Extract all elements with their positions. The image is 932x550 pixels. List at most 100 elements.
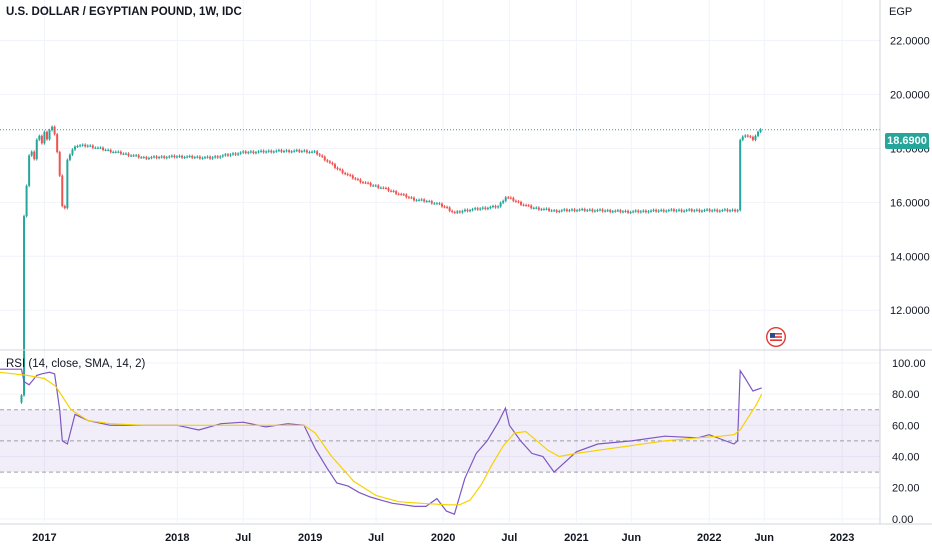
- candle-body: [749, 136, 752, 138]
- candle-body: [716, 209, 719, 212]
- candle-body: [153, 156, 156, 158]
- candle-body: [632, 211, 635, 213]
- x-tick-label: 2018: [165, 532, 189, 544]
- candle-body: [693, 210, 696, 212]
- candle-body: [390, 190, 393, 192]
- candle-body: [163, 156, 166, 158]
- candle-body: [721, 210, 724, 212]
- candle-body: [102, 147, 105, 150]
- candle-body: [316, 151, 319, 155]
- candle-body: [364, 182, 367, 184]
- candle-body: [150, 157, 153, 159]
- candle-body: [109, 149, 112, 153]
- candle-body: [512, 198, 515, 201]
- candle-body: [726, 209, 729, 212]
- candle-body: [58, 152, 61, 176]
- us-flag-icon[interactable]: [766, 327, 786, 347]
- candle-body: [252, 151, 255, 153]
- candle-body: [611, 211, 614, 213]
- candle-body: [323, 156, 326, 161]
- candle-body: [568, 210, 571, 212]
- candle-body: [285, 150, 288, 152]
- candle-body: [728, 210, 731, 212]
- candle-body: [244, 151, 247, 153]
- candle-body: [443, 206, 446, 208]
- candle-body: [667, 210, 670, 212]
- candle-body: [300, 151, 303, 153]
- candle-body: [504, 197, 507, 201]
- candle-body: [132, 155, 135, 157]
- candle-body: [40, 135, 43, 144]
- candle-body: [657, 210, 660, 212]
- currency-label: EGP: [889, 6, 913, 18]
- candle-body: [652, 209, 655, 211]
- candle-body: [318, 154, 321, 156]
- candle-body: [471, 209, 474, 211]
- candle-body: [247, 152, 250, 154]
- candle-body: [754, 135, 757, 140]
- candle-body: [201, 157, 204, 159]
- candle-body: [499, 202, 502, 207]
- candle-body: [158, 157, 161, 159]
- candle-body: [706, 209, 709, 211]
- candle-body: [308, 152, 311, 154]
- candle-body: [392, 191, 395, 193]
- candle-body: [155, 156, 158, 158]
- candle-body: [71, 149, 74, 155]
- candle-body: [99, 147, 102, 149]
- x-tick-label: 2023: [830, 532, 854, 544]
- candle-body: [451, 210, 454, 212]
- x-tick-label: 2017: [32, 532, 56, 544]
- candle-body: [68, 154, 71, 160]
- candle-body: [165, 157, 168, 159]
- candle-body: [713, 209, 716, 211]
- candle-body: [588, 209, 591, 211]
- candle-body: [359, 179, 362, 183]
- candle-body: [260, 150, 263, 152]
- candle-body: [509, 197, 512, 199]
- candle-body: [168, 156, 171, 158]
- candle-body: [298, 150, 301, 152]
- candle-body: [30, 151, 33, 156]
- candle-body: [25, 185, 28, 217]
- candle-body: [517, 201, 520, 203]
- candle-body: [507, 197, 510, 199]
- candle-body: [751, 136, 754, 140]
- candle-body: [757, 131, 760, 136]
- candle-body: [275, 150, 278, 152]
- candle-body: [137, 155, 140, 158]
- candle-body: [178, 155, 181, 157]
- candle-body: [649, 210, 652, 212]
- candle-body: [576, 210, 579, 212]
- candle-body: [367, 182, 370, 184]
- candle-body: [695, 209, 698, 211]
- candle-body: [540, 209, 543, 211]
- candle-body: [642, 210, 645, 212]
- last-price-tag: 18.6900: [885, 133, 929, 149]
- candle-body: [372, 185, 375, 187]
- x-tick-label: Jul: [368, 532, 384, 544]
- candle-body: [193, 157, 196, 159]
- candle-body: [616, 210, 619, 212]
- candle-body: [476, 208, 479, 210]
- candle-body: [91, 145, 94, 148]
- candle-body: [321, 155, 324, 157]
- candle-body: [708, 209, 711, 212]
- rsi-band: [0, 409, 880, 473]
- candle-body: [186, 156, 189, 158]
- x-tick-label: Jul: [235, 532, 251, 544]
- price-candles[interactable]: [20, 125, 762, 404]
- candle-body: [435, 203, 438, 205]
- candle-body: [94, 147, 97, 149]
- candle-body: [86, 145, 89, 147]
- candle-body: [609, 210, 612, 212]
- candle-body: [621, 211, 624, 213]
- candle-body: [232, 153, 235, 155]
- candle-body: [655, 209, 658, 212]
- rsi-lines[interactable]: [0, 368, 763, 515]
- candle-body: [313, 151, 316, 153]
- x-tick-label: Jul: [501, 532, 517, 544]
- candle-body: [581, 209, 584, 211]
- candle-body: [583, 209, 586, 211]
